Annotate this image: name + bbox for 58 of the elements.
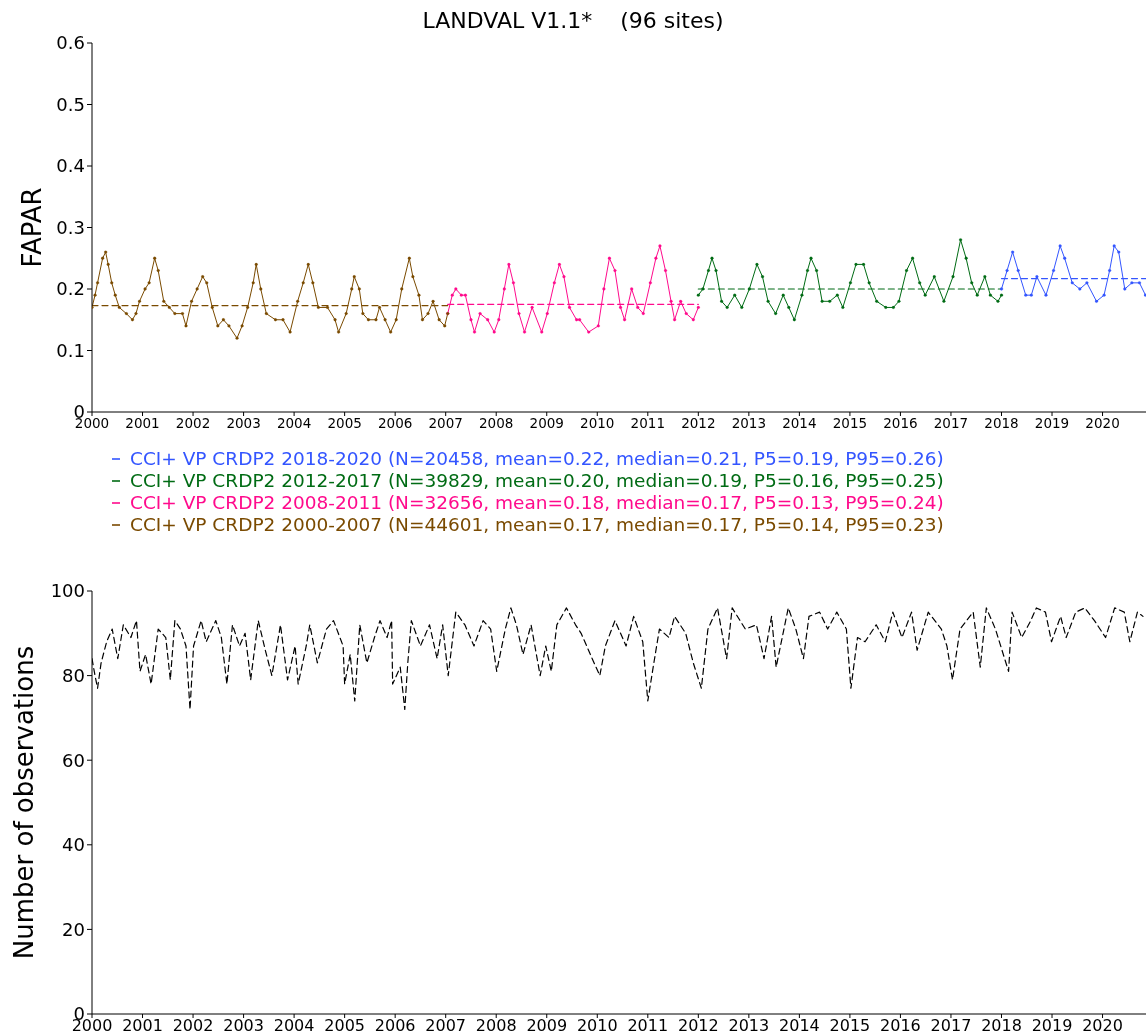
y-tick-label: 40 (62, 834, 85, 856)
x-tick-label: 2020 (1082, 1016, 1123, 1036)
x-tick-label: 2019 (1031, 1016, 1073, 1036)
x-tick-label: 2002 (172, 1016, 214, 1036)
x-tick-label: 2008 (479, 414, 514, 431)
x-tick-label: 2012 (677, 1016, 719, 1036)
x-tick-label: 2014 (782, 414, 817, 431)
x-tick-label: 2004 (273, 1016, 315, 1036)
y-tick-label: 0.5 (56, 93, 85, 115)
x-tick-label: 2007 (425, 1016, 467, 1036)
legend-label: CCI+ VP CRDP2 2018-2020 (N=20458, mean=0.22, median=0.21, P5=0.19, P95=0.26) (130, 448, 944, 470)
x-tick-label: 2005 (324, 1016, 365, 1036)
x-tick-label: 2002 (175, 414, 211, 431)
x-tick-label: 2017 (933, 414, 969, 431)
x-tick-label: 2018 (984, 414, 1019, 431)
x-tick-label: 2013 (731, 414, 767, 431)
x-tick-label: 2007 (428, 414, 463, 431)
x-tick-label: 2005 (327, 414, 362, 431)
x-tick-label: 2015 (832, 414, 868, 431)
x-tick-label: 2001 (125, 414, 160, 431)
x-tick-label: 2015 (829, 1016, 871, 1036)
y-tick-label: 20 (62, 918, 85, 940)
x-tick-label: 2012 (681, 414, 716, 431)
x-tick-label: 2011 (630, 414, 665, 431)
x-tick-label: 2018 (981, 1016, 1022, 1036)
x-tick-label: 2001 (122, 1016, 163, 1036)
x-tick-label: 2003 (226, 414, 261, 431)
x-tick-label: 2014 (779, 1016, 820, 1036)
x-tick-label: 2011 (627, 1016, 669, 1036)
x-tick-label: 2003 (223, 1016, 264, 1036)
y-tick-label: 0.6 (56, 32, 85, 54)
y-tick-label: 0.4 (56, 155, 85, 177)
x-tick-label: 2008 (475, 1016, 517, 1036)
y-axis-title: FAPAR (17, 187, 47, 268)
legend-label: CCI+ VP CRDP2 2012-2017 (N=39829, mean=0.20, median=0.19, P5=0.16, P95=0.25) (130, 470, 944, 492)
x-tick-label: 2017 (930, 1016, 972, 1036)
legend-label: CCI+ VP CRDP2 2000-2007 (N=44601, mean=0.17, median=0.17, P5=0.14, P95=0.23) (130, 514, 944, 536)
x-tick-label: 2006 (377, 414, 413, 431)
y-tick-label: 80 (62, 664, 85, 686)
x-tick-label: 2004 (276, 414, 312, 431)
y-tick-label: 100 (50, 580, 85, 602)
y-tick-label: 0.3 (56, 216, 85, 238)
legend-label: CCI+ VP CRDP2 2008-2011 (N=32656, mean=0.18, median=0.17, P5=0.13, P95=0.24) (130, 492, 944, 514)
x-tick-label: 2009 (529, 414, 564, 431)
y-tick-label: 60 (62, 749, 85, 771)
chart-title: LANDVAL V1.1* (96 sites) (421, 8, 725, 33)
y-tick-label: 0.2 (56, 278, 85, 300)
x-tick-label: 2010 (576, 1016, 618, 1036)
x-tick-label: 2016 (883, 414, 918, 431)
x-tick-label: 2016 (880, 1016, 921, 1036)
x-tick-label: 2009 (526, 1016, 568, 1036)
x-tick-label: 2013 (728, 1016, 770, 1036)
y-tick-label: 0.1 (56, 339, 85, 361)
x-tick-label: 2019 (1034, 414, 1070, 431)
x-tick-label: 2020 (1085, 414, 1120, 431)
x-tick-label: 2006 (374, 1016, 416, 1036)
y-axis-title: Number of observations (9, 645, 39, 960)
x-tick-label: 2010 (580, 414, 615, 431)
